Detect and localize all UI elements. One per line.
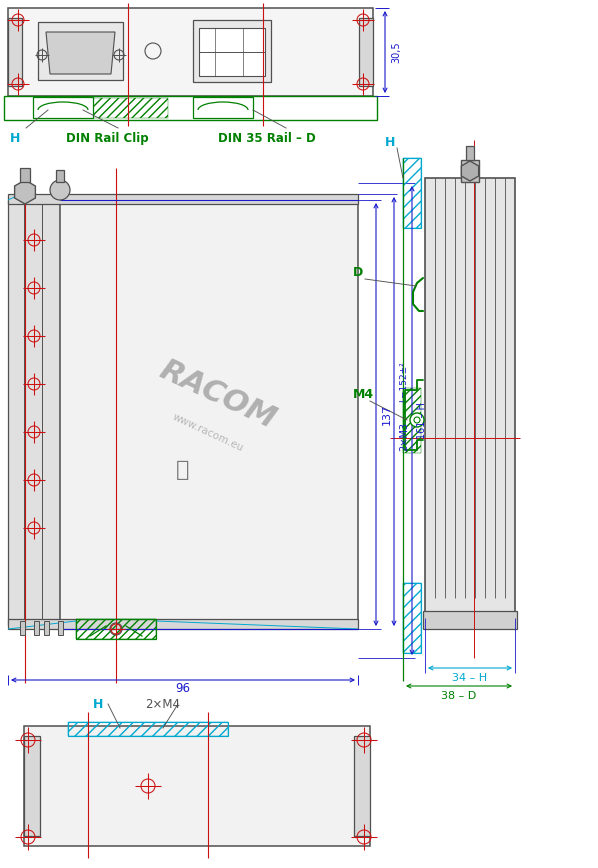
Bar	[199, 28, 265, 76]
Polygon shape	[461, 161, 478, 181]
Text: L=152±²: L=152±²	[399, 361, 408, 402]
Bar	[20, 168, 30, 182]
Bar	[466, 146, 474, 160]
Bar	[68, 722, 228, 736]
Bar	[34, 621, 39, 635]
Bar	[425, 178, 515, 618]
Bar	[461, 160, 479, 182]
Bar	[8, 200, 60, 625]
Text: www.racom.eu: www.racom.eu	[171, 412, 245, 454]
Bar	[24, 736, 40, 836]
Text: 137: 137	[382, 404, 392, 425]
Text: M4: M4	[353, 388, 374, 401]
Bar	[403, 158, 421, 228]
Text: 30,5: 30,5	[391, 41, 401, 62]
Text: 2×M4: 2×M4	[145, 698, 181, 711]
Bar	[193, 97, 253, 118]
Bar	[20, 621, 25, 635]
Bar	[354, 736, 370, 836]
Circle shape	[410, 413, 424, 427]
Polygon shape	[46, 32, 115, 74]
Text: H: H	[385, 136, 395, 149]
Text: DIN 35 Rail – D: DIN 35 Rail – D	[218, 132, 316, 145]
Bar	[60, 200, 358, 625]
Bar	[38, 98, 168, 118]
Bar	[44, 621, 49, 635]
Text: DIN Rail Clip: DIN Rail Clip	[66, 132, 149, 145]
Text: D: D	[353, 266, 363, 279]
Bar	[403, 158, 421, 228]
Bar	[403, 583, 421, 653]
Bar	[76, 619, 156, 639]
Bar	[76, 619, 156, 639]
Bar	[403, 583, 421, 653]
Bar	[33, 97, 93, 118]
Text: RACOM: RACOM	[155, 356, 280, 435]
Bar	[24, 726, 370, 846]
Text: 96: 96	[175, 682, 191, 695]
Bar	[403, 388, 421, 453]
Bar	[193, 20, 271, 82]
Text: H: H	[10, 132, 20, 145]
Bar	[8, 8, 373, 96]
Bar	[8, 619, 358, 629]
Text: 38 – D: 38 – D	[441, 691, 477, 701]
Bar	[56, 170, 64, 182]
Bar	[423, 611, 517, 629]
Text: 2×M3: 2×M3	[399, 422, 409, 451]
Polygon shape	[14, 180, 35, 204]
Bar	[8, 18, 22, 86]
Text: 161 – H: 161 – H	[417, 402, 427, 439]
Text: 34 – H: 34 – H	[453, 673, 487, 683]
Bar	[58, 621, 63, 635]
Bar	[359, 18, 373, 86]
Bar	[68, 722, 228, 736]
Text: H: H	[93, 698, 103, 711]
Bar	[4, 96, 377, 120]
Bar	[38, 22, 123, 80]
Text: 🐾: 🐾	[176, 460, 190, 480]
Bar	[8, 194, 358, 204]
Circle shape	[50, 180, 70, 200]
